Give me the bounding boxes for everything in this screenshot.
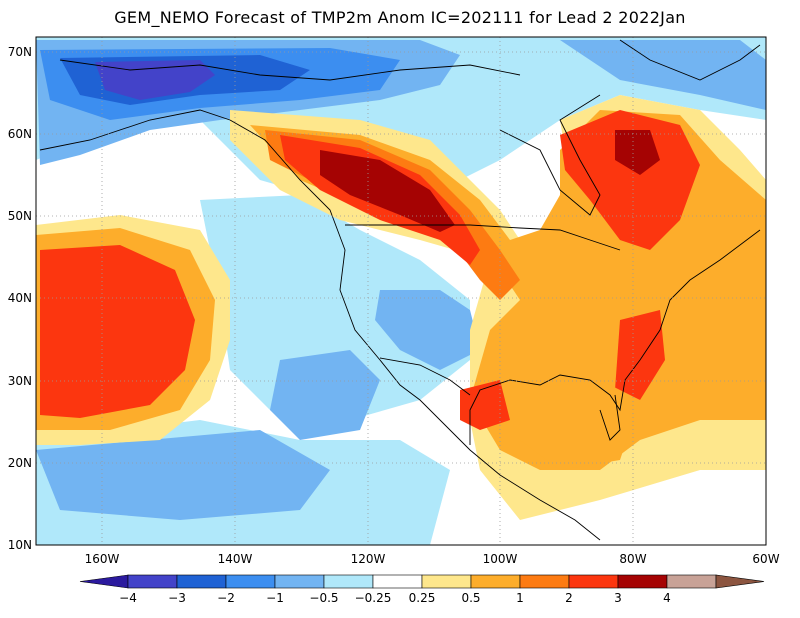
lat-label-50: 50N xyxy=(8,209,32,223)
colorbar-swatch xyxy=(323,574,374,589)
graticule xyxy=(36,37,766,545)
lat-label-30: 30N xyxy=(8,374,32,388)
lon-label-100w: 100W xyxy=(483,552,518,566)
lat-label-40: 40N xyxy=(8,291,32,305)
lon-label-160w: 160W xyxy=(85,552,120,566)
colorbar-level-label: −0.5 xyxy=(309,591,338,605)
colorbar-level-label: 0.25 xyxy=(409,591,436,605)
colorbar-swatch xyxy=(372,574,423,589)
lon-tick-labels: 160W 140W 120W 100W 80W 60W xyxy=(85,552,780,566)
dark-red-area-canada xyxy=(320,150,455,232)
colorbar-swatch xyxy=(666,574,717,589)
colorbar-swatch xyxy=(225,574,276,589)
colorbar-arrow-high xyxy=(715,574,765,589)
anomaly-field xyxy=(36,37,766,545)
colorbar-level-label: 2 xyxy=(565,591,573,605)
colorbar-swatch xyxy=(127,574,178,589)
colorbar-level-label: −4 xyxy=(119,591,137,605)
border-canada-us xyxy=(345,224,621,251)
colorbar-swatch xyxy=(568,574,619,589)
lat-tick-labels: 70N 60N 50N 40N 30N 20N 10N xyxy=(8,45,32,552)
colorbar-level-label: −2 xyxy=(217,591,235,605)
coastline-florida xyxy=(599,394,621,441)
colorbar-swatch xyxy=(519,574,570,589)
red-area-southeast xyxy=(615,310,665,400)
blue-area-central-pacific xyxy=(270,350,380,440)
colorbar xyxy=(79,574,765,589)
colorbar-level-label: −3 xyxy=(168,591,186,605)
red-area-quebec xyxy=(560,110,700,250)
blue-area-greenland xyxy=(560,40,766,110)
colorbar-swatch xyxy=(176,574,227,589)
red-area-texas xyxy=(460,380,510,430)
colorbar-level-label: −0.25 xyxy=(355,591,392,605)
colorbar-level-label: 1 xyxy=(516,591,524,605)
coastline-west xyxy=(229,119,601,541)
red-area-pacific xyxy=(40,245,195,418)
coastline-hudson-bay xyxy=(499,94,601,216)
dark-red-area-quebec xyxy=(615,130,660,175)
lat-label-70: 70N xyxy=(8,45,32,59)
lon-label-120w: 120W xyxy=(351,552,386,566)
chart-title: GEM_NEMO Forecast of TMP2m Anom IC=20211… xyxy=(114,8,686,27)
deep-blue-area xyxy=(95,60,215,100)
colorbar-swatch xyxy=(470,574,521,589)
lon-label-60w: 60W xyxy=(752,552,779,566)
lat-label-10: 10N xyxy=(8,538,32,552)
border-us-mexico xyxy=(379,357,471,396)
colorbar-level-label: 3 xyxy=(614,591,622,605)
colorbar-swatch xyxy=(421,574,472,589)
colorbar-swatch xyxy=(274,574,325,589)
colorbar-level-label: −1 xyxy=(266,591,284,605)
lat-label-20: 20N xyxy=(8,456,32,470)
plot-frame xyxy=(35,36,767,546)
colorbar-level-label: 0.5 xyxy=(461,591,480,605)
colorbar-level-label: 4 xyxy=(663,591,671,605)
light-blue-band-west xyxy=(200,195,470,420)
lon-label-80w: 80W xyxy=(619,552,646,566)
coastline-arctic xyxy=(59,59,521,81)
lon-label-140w: 140W xyxy=(218,552,253,566)
coastline-alaska xyxy=(39,109,231,151)
blue-area-southwest xyxy=(375,290,480,370)
colorbar-arrow-low xyxy=(79,574,129,589)
coastlines xyxy=(39,39,761,541)
colorbar-labels: −4 −3 −2 −1 −0.5 −0.25 0.25 0.5 1 2 3 4 xyxy=(119,591,671,605)
colorbar-swatch xyxy=(617,574,668,589)
orange-area-gulf xyxy=(520,380,640,470)
lat-label-60: 60N xyxy=(8,127,32,141)
coastline-gulf xyxy=(469,229,761,445)
blue-area-tropics xyxy=(36,430,330,520)
coastline-greenland xyxy=(619,39,761,81)
